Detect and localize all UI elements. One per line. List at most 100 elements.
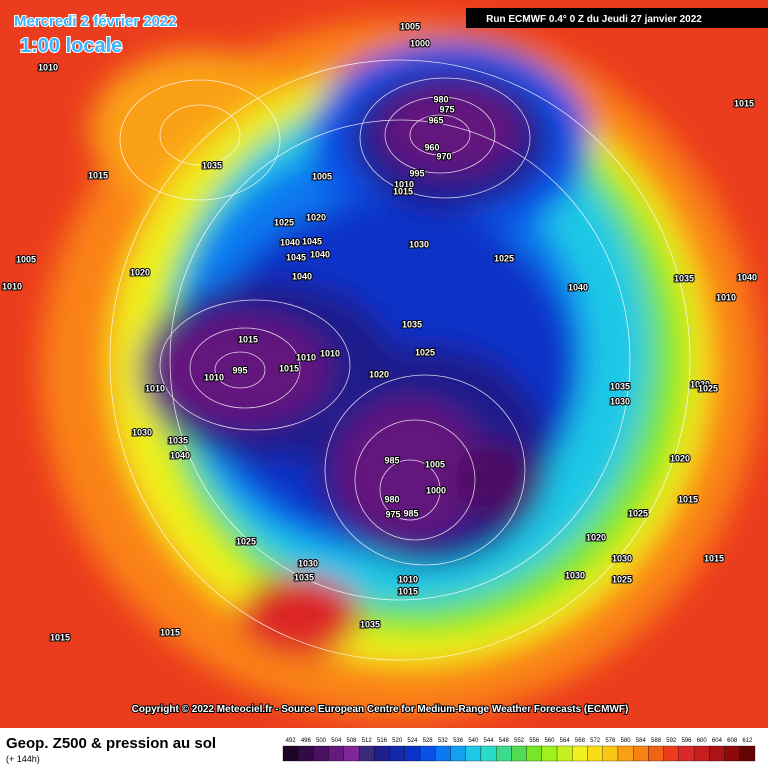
- footer-title: Geop. Z500 & pression au sol: [6, 735, 216, 752]
- pressure-label: 1005: [400, 21, 420, 31]
- pressure-label: 980: [384, 494, 399, 504]
- pressure-label: 1020: [306, 212, 326, 222]
- scale-label: 564: [560, 738, 571, 744]
- scale-swatch: [648, 745, 664, 762]
- pressure-label: 1025: [698, 383, 718, 393]
- scale-swatch: [282, 745, 299, 762]
- scale-label: 556: [529, 738, 540, 744]
- scale-label: 596: [681, 738, 692, 744]
- scale-label: 508: [347, 738, 358, 744]
- pressure-label: 1025: [274, 217, 294, 227]
- scale-swatch: [556, 745, 573, 762]
- pressure-label: 1025: [415, 347, 435, 357]
- pressure-label: 1005: [16, 254, 36, 264]
- run-info: Run ECMWF 0.4° 0 Z du Jeudi 27 janvier 2…: [486, 14, 702, 25]
- pressure-label: 1015: [704, 553, 724, 563]
- scale-label: 528: [423, 738, 434, 744]
- pressure-label: 1030: [610, 396, 630, 406]
- scale-swatch: [617, 745, 634, 762]
- pressure-label: 1040: [170, 450, 190, 460]
- pressure-label: 1015: [678, 494, 698, 504]
- scale-swatch: [633, 745, 649, 762]
- pressure-label: 1010: [320, 348, 340, 358]
- pressure-label: 1010: [716, 292, 736, 302]
- scale-label: 600: [697, 738, 708, 744]
- scale-swatch: [328, 745, 345, 762]
- pressure-label: 1035: [202, 160, 222, 170]
- pressure-label: 1010: [394, 179, 414, 189]
- field: [0, 0, 768, 728]
- pressure-label: 1035: [360, 619, 380, 629]
- pressure-label: 985: [403, 508, 418, 518]
- pressure-label: 1000: [410, 38, 430, 48]
- scale-swatch: [526, 745, 542, 762]
- pressure-label: 980: [433, 94, 448, 104]
- pressure-label: 1010: [2, 281, 22, 291]
- scale-label: 520: [392, 738, 403, 744]
- pressure-label: 1025: [628, 508, 648, 518]
- pressure-label: 1035: [168, 435, 188, 445]
- scale-swatch: [435, 745, 451, 762]
- pressure-label: 1015: [50, 632, 70, 642]
- pressure-label: 985: [384, 455, 399, 465]
- scale-swatch: [739, 745, 756, 762]
- scale-label: 492: [286, 738, 297, 744]
- pressure-label: 975: [439, 104, 454, 114]
- scale-label: 612: [742, 738, 753, 744]
- pressure-label: 1040: [310, 249, 330, 259]
- pressure-label: 995: [232, 365, 247, 375]
- pressure-label: 1030: [298, 558, 318, 568]
- scale-swatch: [389, 745, 405, 762]
- scale-label: 516: [377, 738, 388, 744]
- pressure-label: 1045: [286, 252, 306, 262]
- pressure-label: 1035: [610, 381, 630, 391]
- scale-label: 592: [666, 738, 677, 744]
- scale-swatch: [404, 745, 421, 762]
- pressure-label: 1000: [426, 485, 446, 495]
- pressure-label: 1035: [402, 319, 422, 329]
- pressure-label: 1015: [88, 170, 108, 180]
- scale-swatch: [663, 745, 680, 762]
- pressure-label: 1040: [737, 272, 757, 282]
- scale-swatch: [496, 745, 512, 762]
- pressure-label: 975: [385, 509, 400, 519]
- pressure-label: 1020: [670, 453, 690, 463]
- scale-swatch: [724, 745, 740, 762]
- pressure-label: 1035: [294, 572, 314, 582]
- scale-label: 604: [712, 738, 723, 744]
- scale-swatch: [480, 745, 497, 762]
- pressure-label: 1015: [279, 363, 299, 373]
- scale-swatch: [298, 745, 314, 762]
- pressure-label: 1030: [565, 570, 585, 580]
- scale-label: 500: [316, 738, 327, 744]
- pressure-label: 1010: [398, 574, 418, 584]
- pressure-label: 1040: [280, 237, 300, 247]
- scale-label: 560: [544, 738, 555, 744]
- forecast-date: Mercredi 2 février 2022: [14, 13, 177, 30]
- pressure-label: 1030: [690, 379, 710, 389]
- pressure-label: 1030: [132, 427, 152, 437]
- pressure-label: 1025: [236, 536, 256, 546]
- pressure-label: 1020: [369, 369, 389, 379]
- scale-swatch: [587, 745, 603, 762]
- pressure-label: 970: [436, 151, 451, 161]
- scale-label: 572: [590, 738, 601, 744]
- pressure-label: 1030: [409, 239, 429, 249]
- scale-swatch: [602, 745, 619, 762]
- pressure-label: 1020: [130, 267, 150, 277]
- scale-swatch: [450, 745, 466, 762]
- scale-label: 568: [575, 738, 586, 744]
- scale-label: 580: [621, 738, 632, 744]
- scale-label: 524: [407, 738, 418, 744]
- scale-swatch: [419, 745, 436, 762]
- pressure-label: 1020: [586, 532, 606, 542]
- pressure-labels: 1010100510009809759659609709951010101510…: [1, 20, 758, 643]
- color-scale: 492 496 500 504 508 512 516 520 524 528 532 536 540 5…: [282, 738, 756, 762]
- pressure-label: 1045: [302, 236, 322, 246]
- scale-label: 496: [301, 738, 312, 744]
- scale-label: 552: [514, 738, 525, 744]
- pressure-label: 1015: [734, 98, 754, 108]
- scale-label: 608: [727, 738, 738, 744]
